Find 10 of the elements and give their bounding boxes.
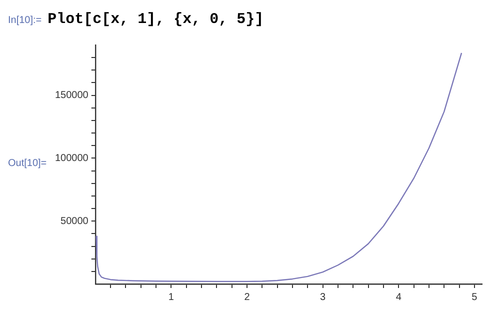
text: Out[10]= [8,158,47,169]
y-tick-label: 150000 [54,90,89,102]
text: In[10]:= Plot[c[x, 1], {x, 0, 5}] [8,11,264,28]
y-tick-label: 100000 [54,152,89,164]
x-tick-label: 2 [244,292,250,303]
y-tick-label: 50000 [60,216,89,227]
x-tick-label: 5 [472,292,478,303]
x-tick-label: 3 [320,292,326,303]
x-tick-label: 4 [396,292,402,303]
x-tick-label: 1 [168,292,174,303]
